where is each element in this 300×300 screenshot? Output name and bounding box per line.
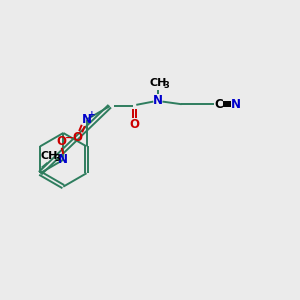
Text: CH: CH xyxy=(40,151,58,161)
Text: O: O xyxy=(72,131,82,144)
Text: +: + xyxy=(88,110,96,118)
Text: N: N xyxy=(58,153,68,166)
Text: N: N xyxy=(153,94,163,107)
Text: N: N xyxy=(230,98,240,111)
Text: C: C xyxy=(214,98,223,111)
Text: 3: 3 xyxy=(55,154,61,163)
Text: −: − xyxy=(64,133,73,143)
Text: N: N xyxy=(82,113,92,126)
Text: CH: CH xyxy=(149,78,166,88)
Text: O: O xyxy=(129,118,139,131)
Text: O: O xyxy=(57,135,67,148)
Text: 3: 3 xyxy=(164,81,169,90)
